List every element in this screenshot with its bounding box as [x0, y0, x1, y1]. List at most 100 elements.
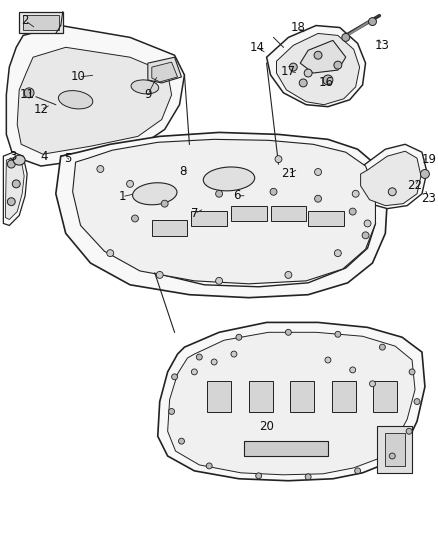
Circle shape: [211, 359, 217, 365]
Circle shape: [270, 188, 277, 195]
Text: 1: 1: [118, 190, 126, 203]
Polygon shape: [231, 206, 267, 222]
Polygon shape: [19, 12, 63, 34]
Circle shape: [314, 195, 321, 202]
Circle shape: [342, 34, 350, 42]
Circle shape: [350, 367, 356, 373]
Polygon shape: [148, 57, 181, 83]
Polygon shape: [6, 26, 184, 166]
Circle shape: [314, 168, 321, 175]
Polygon shape: [244, 441, 328, 456]
Circle shape: [131, 215, 138, 222]
Circle shape: [290, 63, 297, 71]
Text: 3: 3: [10, 150, 17, 163]
Circle shape: [196, 354, 202, 360]
Circle shape: [24, 88, 34, 98]
Circle shape: [370, 381, 375, 387]
Text: 8: 8: [179, 165, 186, 179]
Text: 14: 14: [249, 41, 264, 54]
Circle shape: [7, 160, 15, 168]
Text: 12: 12: [33, 103, 49, 116]
Circle shape: [156, 271, 163, 278]
Circle shape: [127, 180, 134, 187]
Ellipse shape: [13, 155, 25, 165]
Circle shape: [286, 329, 291, 335]
Circle shape: [420, 169, 429, 179]
Text: 10: 10: [71, 70, 86, 84]
Polygon shape: [73, 139, 375, 284]
Text: 18: 18: [291, 21, 306, 34]
Text: 19: 19: [421, 152, 436, 166]
Circle shape: [172, 374, 177, 380]
Text: 23: 23: [421, 192, 436, 205]
Circle shape: [169, 408, 175, 415]
Circle shape: [409, 369, 415, 375]
Ellipse shape: [58, 91, 93, 109]
Circle shape: [414, 399, 420, 405]
Circle shape: [389, 188, 396, 196]
Text: 5: 5: [64, 152, 71, 165]
Polygon shape: [191, 211, 227, 227]
Circle shape: [256, 473, 261, 479]
Polygon shape: [360, 151, 421, 206]
Text: 20: 20: [259, 420, 274, 433]
Polygon shape: [207, 381, 231, 413]
Circle shape: [364, 220, 371, 227]
Circle shape: [215, 277, 223, 284]
Circle shape: [389, 453, 395, 459]
Polygon shape: [106, 179, 375, 287]
Circle shape: [97, 166, 104, 173]
Circle shape: [299, 79, 307, 87]
Circle shape: [304, 69, 312, 77]
Circle shape: [231, 351, 237, 357]
Circle shape: [314, 51, 322, 59]
Circle shape: [236, 334, 242, 340]
Polygon shape: [378, 426, 412, 473]
Text: 11: 11: [20, 88, 35, 101]
Polygon shape: [5, 157, 24, 220]
Text: 17: 17: [281, 64, 296, 78]
Circle shape: [7, 198, 15, 206]
Polygon shape: [358, 144, 427, 208]
Polygon shape: [17, 47, 172, 154]
Circle shape: [12, 180, 20, 188]
Circle shape: [334, 249, 341, 256]
Circle shape: [335, 332, 341, 337]
Polygon shape: [290, 381, 314, 413]
Circle shape: [406, 429, 412, 434]
Circle shape: [379, 344, 385, 350]
Text: 22: 22: [407, 179, 423, 192]
Text: 7: 7: [191, 207, 198, 220]
Ellipse shape: [203, 167, 254, 191]
Polygon shape: [332, 381, 356, 413]
Polygon shape: [300, 41, 346, 73]
Polygon shape: [374, 381, 397, 413]
Polygon shape: [23, 14, 59, 30]
Polygon shape: [152, 221, 187, 236]
Text: 21: 21: [281, 167, 296, 181]
Polygon shape: [308, 211, 344, 227]
Circle shape: [355, 468, 360, 474]
Polygon shape: [56, 132, 387, 297]
Polygon shape: [158, 322, 425, 481]
Circle shape: [161, 200, 168, 207]
Polygon shape: [271, 206, 306, 222]
Circle shape: [349, 208, 356, 215]
Text: 4: 4: [40, 150, 48, 163]
Polygon shape: [152, 62, 177, 82]
Polygon shape: [385, 433, 405, 466]
Circle shape: [206, 463, 212, 469]
Circle shape: [107, 249, 114, 256]
Text: 13: 13: [375, 39, 390, 52]
Circle shape: [215, 190, 223, 197]
Circle shape: [362, 232, 369, 239]
Circle shape: [305, 474, 311, 480]
Text: 6: 6: [233, 189, 240, 202]
Text: 16: 16: [318, 76, 333, 90]
Polygon shape: [4, 152, 27, 225]
Circle shape: [285, 271, 292, 278]
Text: 2: 2: [21, 14, 29, 27]
Circle shape: [368, 18, 376, 26]
Polygon shape: [267, 26, 366, 107]
Circle shape: [325, 357, 331, 363]
